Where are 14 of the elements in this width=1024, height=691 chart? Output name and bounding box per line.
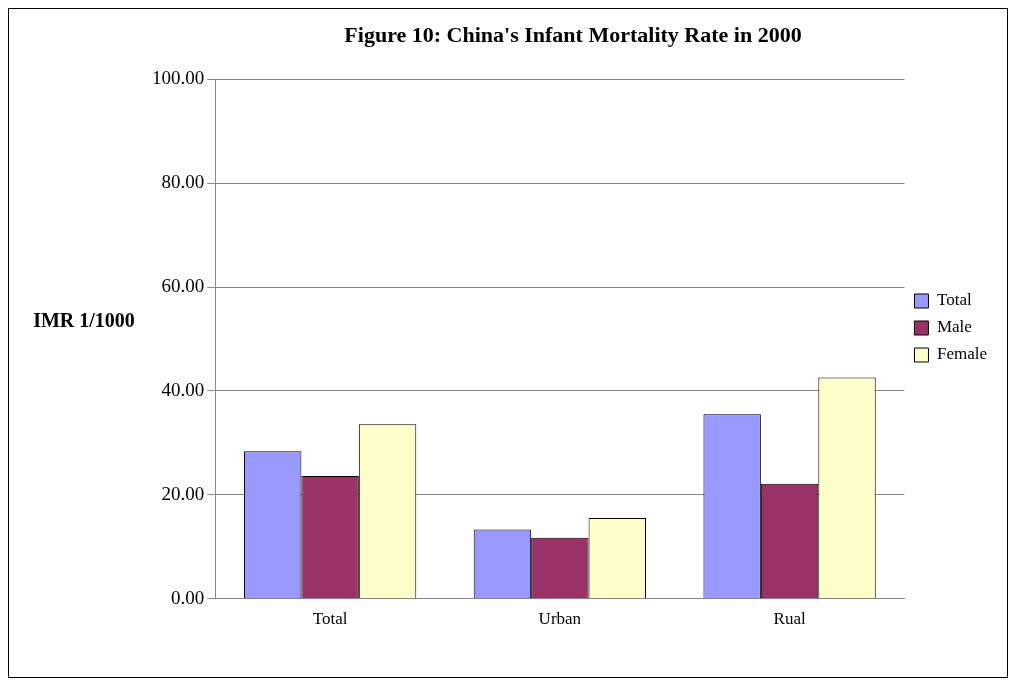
legend-label: Female [936, 344, 988, 364]
legend-label: Total [936, 290, 972, 310]
y-tick-label: 60.00 [161, 275, 205, 297]
chart-title: Figure 10: China's Infant Mortality Rate in 2000 [344, 21, 802, 47]
x-tick-label: Total [312, 609, 348, 629]
x-tick-label: Rual [773, 609, 806, 629]
y-tick-label: 80.00 [161, 171, 205, 193]
y-tick-label: 40.00 [161, 378, 205, 400]
x-tick-label: Urban [538, 609, 582, 629]
y-tick-label: 20.00 [161, 482, 205, 504]
y-tick-label: 100.00 [152, 67, 205, 89]
legend-label: Male [936, 317, 972, 337]
y-axis-title: IMR 1/1000 [32, 309, 136, 332]
y-tick-label: 0.00 [171, 586, 205, 608]
